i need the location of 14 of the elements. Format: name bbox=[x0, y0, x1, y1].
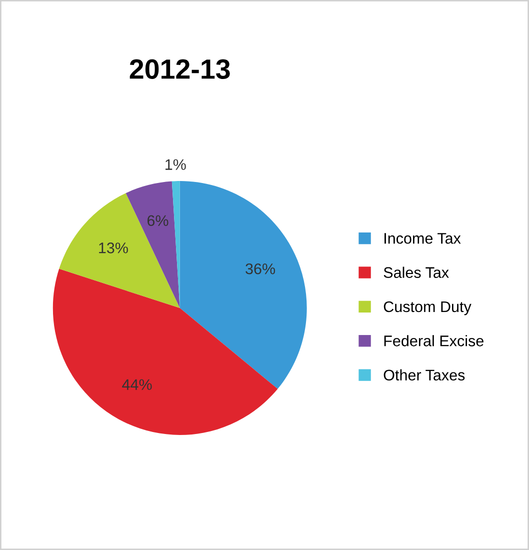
pie-slice bbox=[180, 181, 307, 389]
legend-label: Sales Tax bbox=[384, 266, 449, 278]
pie-slice bbox=[59, 193, 180, 308]
legend-label: Other Taxes bbox=[384, 369, 465, 381]
data-label: 36% bbox=[246, 263, 276, 274]
legend-label: Custom Duty bbox=[384, 301, 472, 316]
data-label: 6% bbox=[147, 215, 168, 226]
data-label: 13% bbox=[99, 242, 128, 254]
legend-label: Income Tax bbox=[384, 233, 461, 244]
pie-slice bbox=[172, 181, 180, 308]
data-label: 44% bbox=[122, 379, 152, 390]
legend-label: Federal Excise bbox=[384, 335, 484, 346]
chart-title: 2012-13 bbox=[130, 59, 230, 79]
data-label: 1% bbox=[166, 159, 186, 170]
